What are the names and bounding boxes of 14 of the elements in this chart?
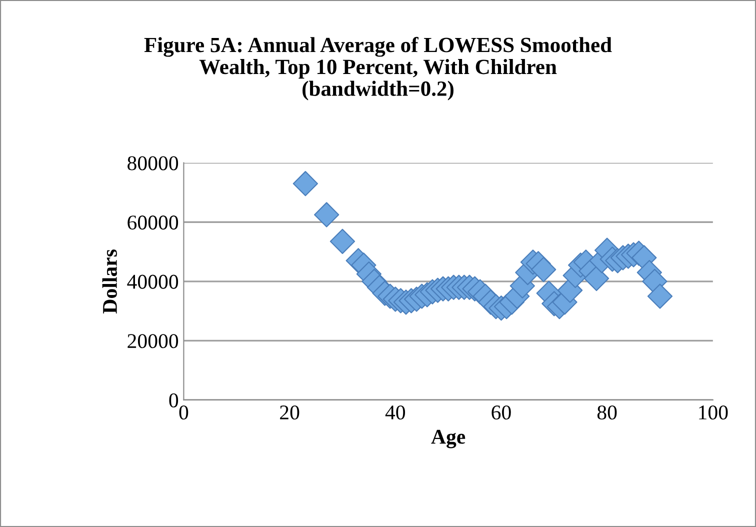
y-tick-label: 80000 [128, 156, 178, 170]
y-tick-label: 0 [169, 393, 178, 408]
x-tick-label: 60 [492, 405, 511, 420]
y-tick-label: 40000 [127, 274, 178, 289]
x-tick-label: 80 [597, 405, 617, 420]
x-tick-label: 0 [179, 405, 188, 420]
y-tick-label: 60000 [128, 216, 178, 230]
y-axis-title: Dollars [102, 250, 117, 314]
x-axis-title: Age [431, 430, 466, 448]
x-tick-label: 20 [280, 405, 300, 420]
x-tick-label: 40 [385, 405, 406, 420]
chart-title: Figure 5A: Annual Average of LOWESS Smoothed Wealth, Top 10 Percent, With Children (bandwidth=0.2) [144, 36, 612, 100]
x-tick-label: 100 [699, 405, 728, 420]
y-tick-label: 20000 [128, 334, 178, 348]
